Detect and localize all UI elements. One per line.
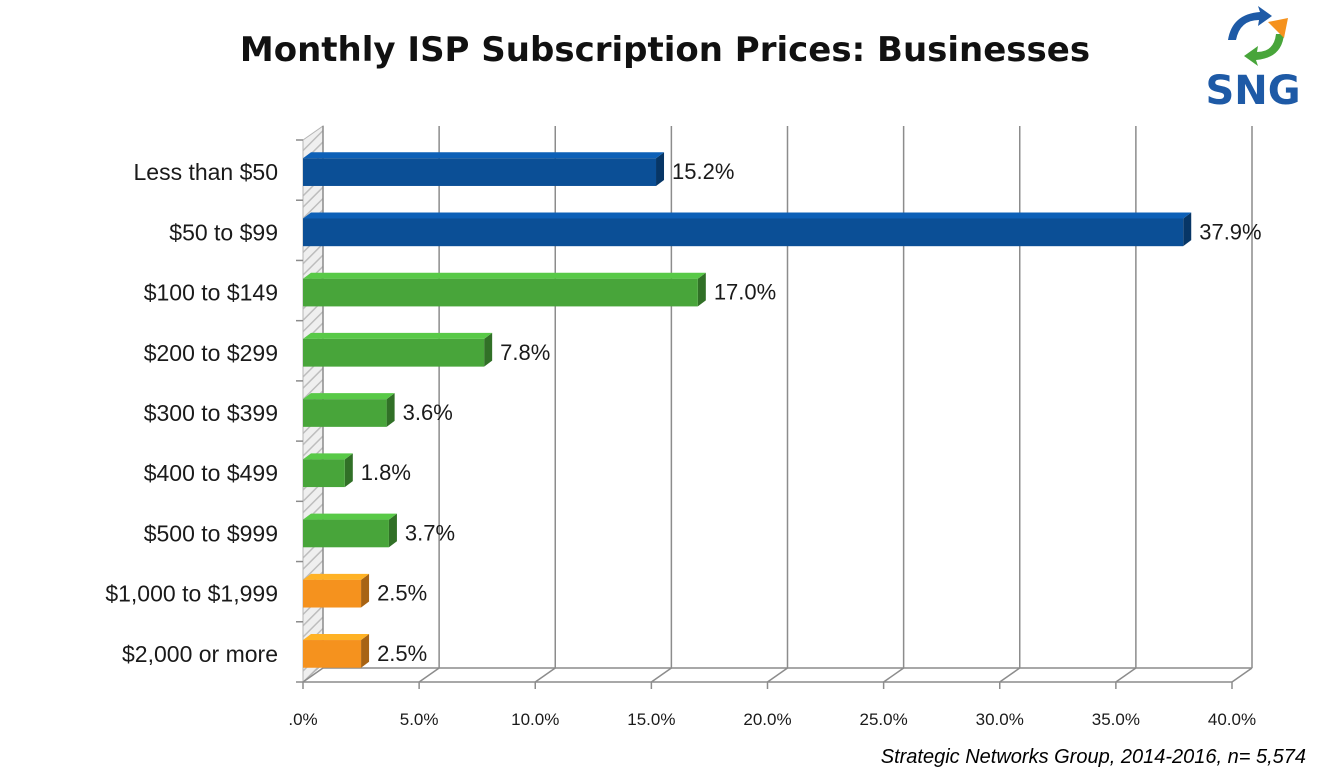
value-label: 1.8% (361, 460, 411, 485)
bar-2 (303, 212, 1192, 247)
gridline-floor (767, 667, 788, 683)
bar-top (303, 272, 706, 279)
logo-text: SNG (1205, 68, 1300, 114)
bar-top (303, 332, 493, 339)
bar-1 (303, 152, 665, 186)
gridline-floor (1115, 667, 1137, 683)
category-label: $200 to $299 (144, 340, 278, 366)
category-label: $50 to $99 (169, 219, 278, 245)
bar-side (1183, 212, 1192, 247)
bar-side (388, 513, 397, 548)
x-tick-label: 35.0% (1092, 710, 1140, 729)
bar-side (344, 453, 353, 488)
category-label: $500 to $999 (144, 520, 278, 546)
x-tick-label: 25.0% (860, 710, 908, 729)
logo-arrow-orange (1268, 18, 1288, 38)
bar-top (303, 393, 395, 400)
logo-arrow-green (1244, 34, 1284, 66)
category-label: $400 to $499 (144, 460, 278, 486)
bar-9 (303, 634, 370, 668)
value-label: 3.7% (405, 520, 455, 545)
gridline-floor (1231, 667, 1253, 683)
category-label: $300 to $399 (144, 400, 278, 426)
gridline-floor (302, 667, 324, 683)
x-tick-labels: .0% 5.0% 10.0% 15.0% 20.0% 25.0% 30.0% 35.0% 40.… (288, 710, 1256, 729)
x-tick-label: 5.0% (400, 710, 439, 729)
category-label: Less than $50 (133, 159, 278, 185)
bar-7 (303, 513, 397, 548)
source-note: Strategic Networks Group, 2014-2016, n= … (881, 746, 1306, 768)
x-tick-label: .0% (288, 710, 317, 729)
gridline-floor (418, 667, 440, 683)
bar-side (484, 332, 493, 367)
category-label: $2,000 or more (122, 641, 278, 667)
bar-side (656, 152, 665, 186)
value-labels: 15.2% 37.9% 17.0% 7.8% 3.6% 1.8% 3.7% 2.5% 2.5% (361, 159, 1262, 666)
logo-arrow-blue (1228, 6, 1272, 40)
value-label: 15.2% (672, 159, 734, 184)
category-labels: Less than $50 $50 to $99 $100 to $149 $200 … (105, 159, 278, 667)
gridline-floor (999, 667, 1021, 683)
bar-front (303, 519, 389, 548)
bars (303, 152, 1192, 668)
bar-4 (303, 332, 493, 367)
chart-title: Monthly ISP Subscription Prices: Busines… (240, 30, 1090, 70)
bar-top (303, 573, 370, 580)
bar-front (303, 579, 362, 608)
gridline-floor (883, 667, 905, 683)
value-label: 2.5% (377, 581, 427, 606)
x-tick-label: 30.0% (976, 710, 1024, 729)
value-label: 7.8% (500, 340, 550, 365)
x-tick-label: 40.0% (1208, 710, 1256, 729)
bar-front (303, 338, 485, 367)
category-label: $100 to $149 (144, 280, 278, 306)
bar-side (361, 634, 370, 668)
bar-5 (303, 393, 395, 427)
bar-front (303, 158, 657, 186)
x-tick-label: 20.0% (743, 710, 791, 729)
value-label: 17.0% (714, 280, 776, 305)
value-label: 3.6% (403, 400, 453, 425)
category-ticks (296, 139, 303, 683)
bar-front (303, 218, 1184, 247)
bar-side (386, 393, 395, 427)
gridline-floor (650, 667, 672, 683)
bar-top (303, 634, 370, 641)
bar-front (303, 459, 345, 488)
bar-front (303, 399, 387, 427)
bar-8 (303, 573, 370, 608)
bar-side (697, 272, 706, 307)
bar-top (303, 212, 1192, 219)
gridline-floor (534, 667, 556, 683)
value-label: 2.5% (377, 641, 427, 666)
bar-3 (303, 272, 706, 307)
sng-logo: SNG (1205, 6, 1301, 114)
category-label: $1,000 to $1,999 (105, 581, 278, 607)
bar-6 (303, 453, 353, 488)
bar-top (303, 513, 397, 520)
x-tick-label: 15.0% (627, 710, 675, 729)
bar-front (303, 278, 698, 307)
x-tick-label: 10.0% (511, 710, 559, 729)
bar-side (361, 573, 370, 608)
bar-top (303, 152, 665, 159)
value-label: 37.9% (1199, 219, 1261, 244)
bar-front (303, 640, 362, 668)
bar-top (303, 453, 353, 460)
